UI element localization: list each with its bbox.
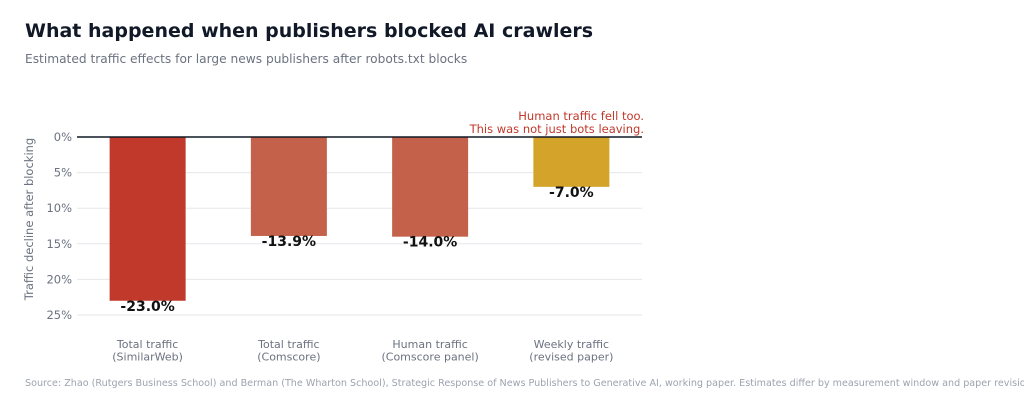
x-tick-label: Total traffic: [116, 338, 178, 351]
chart-subtitle: Estimated traffic effects for large news…: [25, 52, 468, 66]
y-tick-label: 20%: [46, 272, 72, 286]
y-tick-label: 5%: [54, 166, 72, 180]
bars: [109, 137, 610, 301]
y-tick-label: 15%: [46, 237, 72, 251]
x-tick-label: (Comscore panel): [381, 351, 478, 364]
x-tick-label: Weekly traffic: [534, 338, 609, 351]
bar: [533, 137, 610, 187]
chart-title: What happened when publishers blocked AI…: [25, 20, 594, 42]
labels: 0%5%10%15%20%25%-23.0%Total traffic(Simi…: [22, 130, 613, 364]
bar: [250, 137, 327, 236]
bar-value-label: -7.0%: [549, 185, 594, 201]
x-tick-label: (SimilarWeb): [112, 351, 183, 364]
bar: [109, 137, 186, 301]
x-tick-label: (revised paper): [529, 351, 613, 364]
x-tick-label: Human traffic: [392, 338, 467, 351]
source-note: Source: Zhao (Rutgers Business School) a…: [25, 378, 1024, 389]
bar-value-label: -13.9%: [262, 234, 316, 250]
x-tick-label: Total traffic: [257, 338, 319, 351]
bar: [392, 137, 469, 237]
y-axis-title: Traffic decline after blocking: [22, 138, 36, 301]
annotation-text: Human traffic fell too.: [518, 109, 644, 123]
y-tick-label: 0%: [54, 130, 72, 144]
bar-value-label: -14.0%: [403, 235, 457, 251]
bar-value-label: -23.0%: [120, 299, 174, 315]
annotation: Human traffic fell too.This was not just…: [469, 109, 644, 136]
x-tick-label: (Comscore): [257, 351, 320, 364]
annotation-text: This was not just bots leaving.: [469, 122, 644, 136]
y-tick-label: 25%: [46, 308, 72, 322]
y-tick-label: 10%: [46, 201, 72, 215]
